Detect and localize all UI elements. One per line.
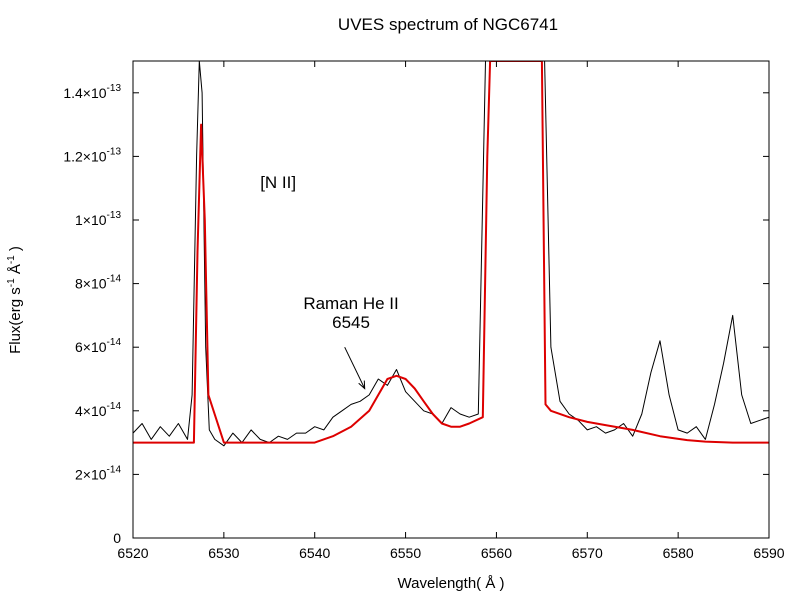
- x-tick-label: 6540: [299, 545, 330, 561]
- x-tick-label: 6550: [390, 545, 421, 561]
- x-tick-label: 6530: [208, 545, 239, 561]
- y-tick-mantissa: 0: [113, 530, 121, 546]
- x-tick-label: 6570: [572, 545, 603, 561]
- y-tick-label: 4×10-14: [75, 401, 121, 419]
- chart-title: UVES spectrum of NGC6741: [338, 15, 558, 34]
- y-tick-mantissa: 8×10: [75, 276, 107, 292]
- y-tick-exponent: -14: [107, 274, 122, 285]
- y-axis-label-base: Flux(erg s: [7, 287, 24, 354]
- y-tick-mantissa: 1×10: [75, 212, 107, 228]
- x-axis: 6520 6530 6540 6550 6560 6570 6580 6590: [117, 61, 785, 561]
- y-tick-exponent: -13: [107, 146, 122, 157]
- y-tick-mantissa: 1.4×10: [63, 85, 106, 101]
- y-tick-label: 6×10-14: [75, 337, 121, 355]
- y-axis-label: Flux(erg s-1 Å-1 ): [6, 246, 24, 354]
- y-axis-label-sup1: -1: [6, 278, 17, 287]
- plot-frame: [132, 60, 770, 539]
- y-tick-exponent: -13: [107, 83, 122, 94]
- annotation-label: 6545: [332, 313, 370, 332]
- x-tick-label: 6580: [663, 545, 694, 561]
- annotation-arrowhead: [358, 380, 366, 390]
- y-tick-label: 1×10-13: [75, 210, 121, 228]
- y-tick-label: 1.2×10-13: [63, 146, 121, 164]
- series-line-model: [133, 61, 769, 444]
- y-tick-label: 1.4×10-13: [63, 83, 121, 101]
- y-axis-label-end: ): [7, 246, 24, 255]
- y-tick-mantissa: 4×10: [75, 403, 107, 419]
- x-tick-label: 6560: [481, 545, 512, 561]
- y-axis-label-mid: Å: [7, 264, 24, 278]
- y-axis-label-sup2: -1: [6, 255, 17, 264]
- y-tick-exponent: -13: [107, 210, 122, 221]
- x-axis-label: Wavelength( Å ): [398, 575, 505, 592]
- series-layer: [133, 61, 769, 447]
- x-tick-label: 6520: [117, 545, 148, 561]
- y-tick-label: 2×10-14: [75, 464, 121, 482]
- y-tick-exponent: -14: [107, 464, 122, 475]
- y-tick-exponent: -14: [107, 337, 122, 348]
- y-tick-exponent: -14: [107, 401, 122, 412]
- annotation-arrow: [344, 346, 366, 389]
- x-tick-label: 6590: [753, 545, 784, 561]
- series-line-observed: [133, 61, 769, 447]
- annotation-label: [N II]: [260, 173, 296, 192]
- y-tick-mantissa: 1.2×10: [63, 148, 106, 164]
- y-tick-mantissa: 6×10: [75, 339, 107, 355]
- y-tick-label: 0: [113, 530, 121, 546]
- y-tick-label: 8×10-14: [75, 274, 121, 292]
- y-axis: 02×10-144×10-146×10-148×10-141×10-131.2×…: [63, 83, 769, 546]
- annotation-label: Raman He II: [303, 294, 398, 313]
- y-tick-mantissa: 2×10: [75, 466, 107, 482]
